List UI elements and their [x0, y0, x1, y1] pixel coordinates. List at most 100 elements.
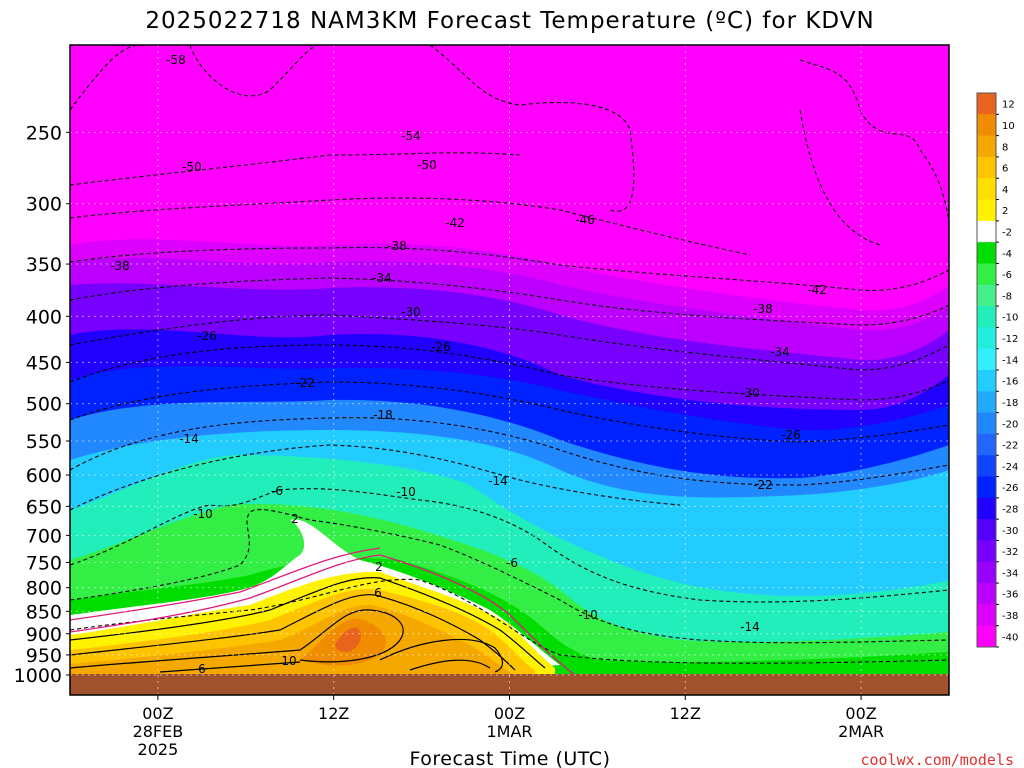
- colorbar-swatch: [977, 497, 996, 520]
- colorbar-swatch: [977, 242, 996, 264]
- contour-line: [159, 661, 301, 673]
- contour-line: [70, 381, 949, 443]
- contour-label: -38: [753, 302, 773, 316]
- contour-line: [70, 578, 949, 664]
- colorbar-label: 6: [1002, 164, 1008, 175]
- contour-label: -54: [401, 129, 421, 143]
- contour-line: [70, 314, 949, 371]
- contour-label: -50: [182, 160, 202, 174]
- colorbar-swatch: [977, 199, 996, 222]
- watermark: coolwx.com/models: [860, 751, 1014, 768]
- colorbar-label: -8: [1002, 291, 1012, 302]
- warm-contours: [70, 577, 546, 673]
- grid-lines: [70, 45, 949, 695]
- colorbar-label: -6: [1002, 270, 1012, 281]
- freezing-line: [70, 554, 576, 676]
- colorbar-label: -36: [1002, 590, 1018, 601]
- colorbar-swatch: [977, 412, 996, 435]
- contour-label: -42: [445, 216, 465, 230]
- y-tick-label: 600: [26, 465, 62, 487]
- colorbar-label: -12: [1002, 334, 1018, 345]
- contour-label: -22: [295, 376, 315, 390]
- contour-line: [70, 277, 949, 326]
- contour-label: -34: [372, 271, 392, 285]
- colorbar-swatch: [977, 476, 996, 499]
- x-tick-sublabel: 2025: [138, 740, 179, 759]
- y-tick-label: 1000: [14, 665, 62, 687]
- contour-label: -26: [197, 329, 217, 343]
- colorbar-label: -28: [1002, 505, 1018, 516]
- contour-line: [70, 344, 949, 401]
- contour-line: [70, 577, 546, 669]
- colorbar-label: -22: [1002, 441, 1018, 452]
- y-tick-label: 750: [26, 552, 62, 574]
- chart-title: 2025022718 NAM3KM Forecast Temperature (…: [145, 8, 874, 34]
- colorbar-swatch: [977, 220, 996, 243]
- contour-line: [70, 197, 751, 256]
- colorbar-swatch: [977, 178, 996, 201]
- y-tick-label: 900: [26, 624, 62, 646]
- y-tick-label: 250: [26, 122, 62, 144]
- contour-label: -30: [401, 305, 421, 319]
- contour-label: -42: [807, 283, 827, 297]
- contour-line: [70, 45, 141, 111]
- contour-line: [70, 444, 681, 511]
- y-tick-label: 300: [26, 194, 62, 216]
- colorbar-label: 12: [1002, 100, 1015, 111]
- contour-label: -30: [740, 386, 760, 400]
- contour-label: -34: [770, 345, 790, 359]
- colorbar-label: 10: [1002, 121, 1015, 132]
- colorbar-swatch: [977, 284, 996, 307]
- contour-label: -46: [575, 213, 595, 227]
- contour-label: -10: [193, 507, 213, 521]
- colorbar-label: -20: [1002, 419, 1018, 430]
- x-tick-sublabel: 1MAR: [486, 722, 532, 741]
- contour-label: -58: [166, 53, 186, 67]
- colorbar-label: 2: [1002, 206, 1008, 217]
- colorbar-swatch: [977, 370, 996, 392]
- colorbar-label: -30: [1002, 526, 1018, 537]
- y-tick-label: 650: [26, 496, 62, 518]
- colorbar-swatch: [977, 519, 996, 541]
- y-tick-label: 700: [26, 525, 62, 547]
- temperature-contours: [70, 45, 949, 664]
- colorbar-label: -40: [1002, 632, 1018, 643]
- colorbar-swatch: [977, 93, 996, 115]
- colorbar-label: -32: [1002, 547, 1018, 558]
- y-tick-label: 450: [26, 352, 62, 374]
- temperature-field: [70, 45, 949, 695]
- contour-label: -14: [740, 620, 760, 634]
- pressure-axis: 2503003504004505005506006507007508008509…: [14, 122, 70, 687]
- contour-label: 2: [291, 512, 299, 526]
- colorbar-swatch: [977, 114, 996, 137]
- colorbar-swatch: [977, 540, 996, 563]
- colorbar-label: -2: [1002, 228, 1012, 239]
- colorbar-swatch: [977, 625, 996, 648]
- y-tick-label: 400: [26, 306, 62, 328]
- x-tick-label: 00Z: [142, 704, 173, 723]
- colorbar-swatch: [977, 561, 996, 584]
- contour-label: -38: [387, 239, 407, 253]
- contour-line: [70, 509, 949, 644]
- colorbar-swatch: [977, 583, 996, 605]
- colorbar-label: -4: [1002, 249, 1012, 260]
- colorbar-label: -10: [1002, 313, 1018, 324]
- contour-label: -6: [506, 556, 518, 570]
- contour-labels: -58 -54 -50 -50 -42 -46 -38 -38 -34 -30 -26 -26 -22 -…: [110, 53, 827, 676]
- colorbar-swatch: [977, 433, 996, 456]
- x-tick-label: 00Z: [845, 704, 876, 723]
- contour-label: 10: [281, 654, 296, 668]
- x-tick-label: 12Z: [318, 704, 349, 723]
- colorbar-swatch: [977, 348, 996, 371]
- colorbar-swatch: [977, 327, 996, 350]
- contour-label: -26: [431, 340, 451, 354]
- contour-label: -18: [373, 408, 393, 422]
- y-tick-label: 500: [26, 394, 62, 416]
- x-axis-label: Forecast Time (UTC): [410, 748, 611, 768]
- contour-label: -26: [781, 428, 801, 442]
- contour-label: -14: [179, 432, 199, 446]
- colorbar-swatch: [977, 455, 996, 478]
- colorbar-label: -18: [1002, 398, 1018, 409]
